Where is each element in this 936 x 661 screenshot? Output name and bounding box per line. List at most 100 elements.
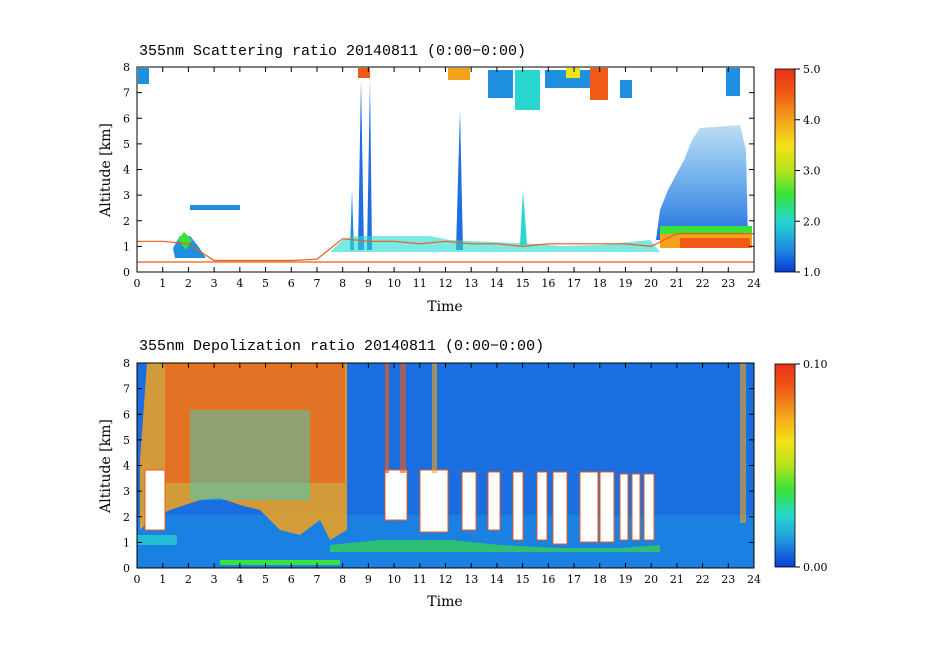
- cloud-gap: [536, 471, 548, 541]
- cloud-feature: [448, 68, 470, 80]
- colorbar-tick-label: 3.0: [803, 165, 821, 178]
- x-tick-label: 22: [696, 573, 710, 586]
- depol-noise-region: [190, 410, 310, 500]
- cloud-feature: [656, 125, 748, 240]
- cloud-feature: [350, 190, 354, 250]
- cloud-gap: [384, 469, 408, 521]
- y-tick-label: 1: [123, 536, 130, 549]
- ground-band: [330, 540, 660, 552]
- x-tick-label: 10: [387, 573, 401, 586]
- x-tick-label: 18: [593, 573, 607, 586]
- x-axis-label: Time: [427, 299, 462, 315]
- chart-title: 355nm Scattering ratio 20140811 (0:00−0:…: [139, 43, 526, 60]
- depolarization-ratio-panel: 355nm Depolization ratio 20140811 (0:00−…: [98, 338, 828, 610]
- colorbar-tick-label: 5.0: [803, 63, 821, 76]
- colorbar-tick-label: 0.00: [803, 561, 828, 574]
- cloud-feature: [726, 68, 740, 96]
- x-tick-label: 0: [134, 573, 141, 586]
- x-tick-label: 7: [313, 277, 320, 290]
- cloud-feature: [488, 70, 513, 98]
- x-tick-label: 9: [365, 277, 372, 290]
- x-tick-label: 13: [464, 277, 478, 290]
- cloud-gap: [461, 471, 477, 531]
- x-tick-label: 17: [567, 573, 581, 586]
- x-tick-label: 16: [541, 277, 555, 290]
- x-tick-label: 17: [567, 277, 581, 290]
- y-tick-label: 2: [123, 511, 130, 524]
- y-axis-label: Altitude [km]: [98, 123, 114, 218]
- x-tick-label: 15: [516, 277, 530, 290]
- x-tick-label: 2: [185, 573, 192, 586]
- x-tick-label: 5: [262, 277, 269, 290]
- cloud-gap: [512, 471, 524, 541]
- boundary-layer-line: [137, 233, 754, 262]
- cloud-feature: [566, 68, 580, 78]
- x-tick-label: 21: [670, 573, 684, 586]
- cloud-feature: [358, 80, 364, 250]
- plot-area: [136, 66, 755, 273]
- depol-streak: [385, 363, 389, 473]
- cloud-feature: [358, 68, 370, 78]
- x-tick-label: 1: [159, 573, 166, 586]
- x-axis: 0 1 2 3 4 5 6 7 8 9 10 11 12 13 14 15 16 17 18 19 20 21 22 23 24: [134, 363, 761, 586]
- x-axis: 0 1 2 3 4 5 6 7 8 9 10 11 12 13 14 15 16 17 18 19 20 21 22 23 24: [134, 67, 761, 290]
- depol-streak: [740, 363, 746, 523]
- y-tick-label: 7: [123, 87, 130, 100]
- x-tick-label: 12: [439, 573, 453, 586]
- cloud-feature: [367, 80, 372, 250]
- cloud-feature: [456, 110, 463, 250]
- x-tick-label: 5: [262, 573, 269, 586]
- y-tick-label: 3: [123, 485, 130, 498]
- x-tick-label: 8: [339, 277, 346, 290]
- depol-noise-region: [165, 363, 345, 483]
- x-tick-label: 23: [721, 573, 735, 586]
- y-tick-label: 5: [123, 434, 130, 447]
- x-tick-label: 8: [339, 573, 346, 586]
- cloud-gap: [619, 473, 629, 541]
- colorbar: 0.00 0.10: [774, 358, 828, 574]
- cloud-gap: [144, 469, 166, 531]
- x-tick-label: 12: [439, 277, 453, 290]
- x-tick-label: 24: [747, 277, 761, 290]
- x-tick-label: 14: [490, 277, 504, 290]
- y-tick-label: 3: [123, 189, 130, 202]
- x-tick-label: 20: [644, 573, 658, 586]
- x-tick-label: 19: [618, 277, 632, 290]
- cloud-gap: [579, 471, 599, 543]
- x-tick-label: 11: [413, 277, 427, 290]
- x-tick-label: 6: [288, 573, 295, 586]
- colorbar-tick-label: 0.10: [803, 358, 828, 371]
- x-tick-label: 7: [313, 573, 320, 586]
- y-tick-label: 4: [123, 164, 130, 177]
- y-tick-label: 6: [123, 112, 130, 125]
- y-axis: 0 1 2 3 4 5 6 7 8: [123, 61, 754, 279]
- scattering-ratio-panel: 355nm Scattering ratio 20140811 (0:00−0:…: [98, 43, 821, 315]
- y-tick-label: 4: [123, 460, 130, 473]
- y-tick-label: 7: [123, 383, 130, 396]
- cloud-gap: [419, 469, 449, 533]
- x-tick-label: 4: [236, 277, 243, 290]
- x-tick-label: 13: [464, 573, 478, 586]
- x-tick-label: 10: [387, 277, 401, 290]
- x-tick-label: 24: [747, 573, 761, 586]
- cloud-feature: [178, 232, 192, 250]
- plot-area: [136, 362, 755, 569]
- y-axis-label: Altitude [km]: [98, 419, 114, 514]
- y-tick-label: 0: [123, 562, 130, 575]
- y-tick-label: 0: [123, 266, 130, 279]
- cloud-gap: [643, 473, 655, 541]
- x-tick-label: 22: [696, 277, 710, 290]
- cloud-feature: [515, 70, 540, 110]
- y-tick-label: 5: [123, 138, 130, 151]
- cloud-feature: [660, 226, 752, 236]
- y-axis: 0 1 2 3 4 5 6 7 8: [123, 357, 754, 575]
- colorbar-tick-label: 1.0: [803, 266, 821, 279]
- colorbar-tick-label: 4.0: [803, 114, 821, 127]
- cloud-feature: [620, 80, 632, 98]
- depol-streak: [432, 363, 437, 473]
- colorbar: 1.0 2.0 3.0 4.0 5.0: [774, 63, 821, 279]
- cloud-feature: [680, 238, 750, 248]
- cloud-gap: [552, 471, 568, 545]
- x-tick-label: 9: [365, 573, 372, 586]
